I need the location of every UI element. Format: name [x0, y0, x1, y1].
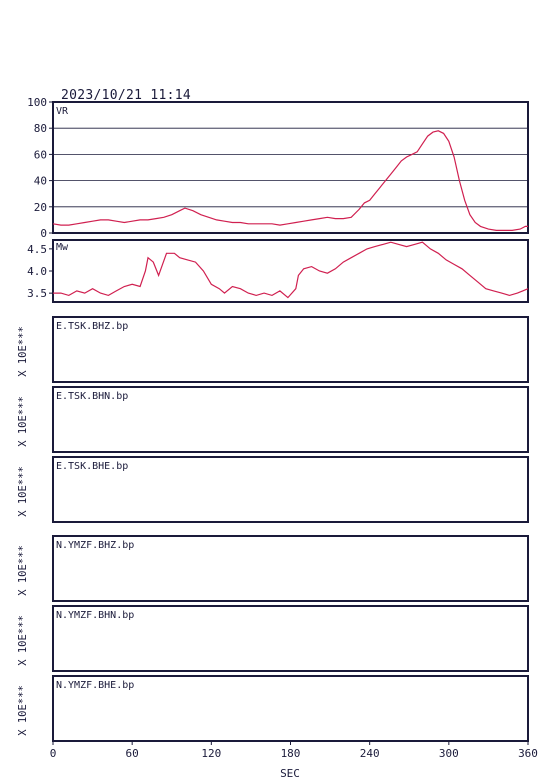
waveform-trace-name: E.TSK.BHZ.bp	[56, 321, 128, 332]
datetime-header: 2023/10/21 11:14	[61, 88, 191, 103]
vr-gridlines	[53, 127, 528, 208]
mw-y-ticks: 3.5 4.0 4.5	[27, 243, 53, 300]
vr-y-tick-label: 0	[40, 227, 47, 240]
waveform-panel-frame	[52, 535, 529, 602]
waveform-scale-label: X 10E***	[17, 396, 29, 447]
vr-panel: VR 0 20 40 60 80 100	[27, 96, 529, 240]
x-tick-label: 360	[518, 747, 538, 760]
vr-y-tick-label: 60	[34, 148, 47, 161]
vr-y-tick-label: 40	[34, 175, 47, 188]
x-tick-label: 60	[126, 747, 139, 760]
waveform-scale-label: X 10E***	[17, 545, 29, 596]
waveform-panel: E.TSK.BHZ.bp X 10E***	[17, 316, 529, 383]
vr-series-line	[52, 130, 528, 231]
waveform-panel-frame	[52, 605, 529, 672]
x-axis: 0 60 120 180 240 300 360	[50, 741, 538, 760]
waveform-panel: N.YMZF.BHN.bp X 10E***	[17, 605, 529, 672]
x-axis-label: SEC	[280, 767, 300, 780]
x-tick-label: 240	[360, 747, 380, 760]
mw-y-tick-label: 4.5	[27, 243, 47, 256]
vr-y-tick-label: 100	[27, 96, 47, 109]
vr-y-tick-label: 80	[34, 122, 47, 135]
waveform-trace-name: N.YMZF.BHN.bp	[56, 610, 134, 621]
waveform-panel: N.YMZF.BHZ.bp X 10E***	[17, 535, 529, 602]
waveform-trace-name: E.TSK.BHN.bp	[56, 391, 128, 402]
mw-y-tick-label: 4.0	[27, 265, 47, 278]
mw-panel: Mw 3.5 4.0 4.5	[27, 239, 529, 303]
waveform-trace-name: N.YMZF.BHE.bp	[56, 680, 134, 691]
waveform-panel: N.YMZF.BHE.bp X 10E***	[17, 675, 529, 742]
waveform-panel-frame	[52, 316, 529, 383]
waveform-trace-name: E.TSK.BHE.bp	[56, 461, 128, 472]
waveform-panel-frame	[52, 386, 529, 453]
waveform-panel-frame	[52, 456, 529, 523]
mw-panel-label: Mw	[56, 242, 69, 253]
waveform-panels: E.TSK.BHZ.bp X 10E*** E.TSK.BHN.bp X 10E***…	[17, 316, 529, 742]
mw-y-tick-label: 3.5	[27, 287, 47, 300]
waveform-scale-label: X 10E***	[17, 685, 29, 736]
waveform-trace-name: N.YMZF.BHZ.bp	[56, 540, 134, 551]
vr-y-tick-label: 20	[34, 201, 47, 214]
x-tick-label: 120	[201, 747, 221, 760]
waveform-scale-label: X 10E***	[17, 466, 29, 517]
x-tick-label: 0	[50, 747, 57, 760]
x-tick-label: 180	[281, 747, 301, 760]
vr-y-ticks: 0 20 40 60 80 100	[27, 96, 53, 240]
vr-panel-frame	[52, 101, 529, 234]
waveform-scale-label: X 10E***	[17, 615, 29, 666]
mw-series-line	[53, 241, 529, 299]
waveform-panel: E.TSK.BHN.bp X 10E***	[17, 386, 529, 453]
x-tick-label: 300	[439, 747, 459, 760]
waveform-scale-label: X 10E***	[17, 326, 29, 377]
mw-panel-frame	[52, 239, 529, 303]
waveform-panel: E.TSK.BHE.bp X 10E***	[17, 456, 529, 523]
vr-panel-label: VR	[56, 106, 69, 117]
